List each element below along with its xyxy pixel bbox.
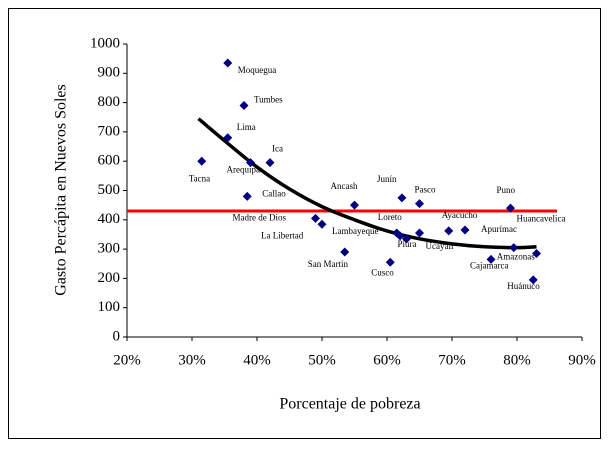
point-label: San Martín [308,259,349,269]
point-label: Cusco [371,267,394,277]
data-point [317,219,327,229]
y-tick-label: 600 [98,153,121,169]
data-point [402,234,411,244]
data-point [460,225,470,235]
data-point [532,248,541,258]
point-label: Lambayeque [332,226,378,236]
trend-line [197,117,537,250]
point-label: Loreto [378,212,402,222]
y-tick-label: 1000 [90,35,120,51]
data-point [246,158,255,168]
x-tick-label: 70% [438,352,466,368]
data-point [444,226,454,236]
y-tick-label: 800 [98,94,121,110]
data-point [385,257,395,267]
y-axis-title: Gasto Percápita en Nuevos Soles [53,84,70,296]
point-label: Piura [398,239,417,249]
point-label: Ica [272,144,283,154]
x-tick-label: 40% [243,352,271,368]
data-point [242,191,252,201]
point-label: Pasco [415,185,436,195]
data-point [415,199,424,209]
point-label: Apurímac [481,224,517,234]
y-tick-label: 100 [98,299,121,315]
data-point [350,200,359,210]
x-tick-label: 80% [503,352,531,368]
data-point [528,275,538,285]
x-tick-label: 20% [113,352,141,368]
x-axis-title: Porcentaje de pobreza [279,396,420,413]
data-point [197,156,207,166]
data-point [239,101,249,111]
data-point [506,203,515,213]
point-label: Ucayali [426,241,454,251]
data-point [509,243,519,253]
data-point [415,228,424,238]
data-point [311,213,320,223]
point-label: Ancash [331,181,358,191]
y-tick-label: 300 [98,241,121,257]
data-point [486,254,496,264]
data-point [223,58,233,68]
point-label: Huancavelica [517,214,566,224]
x-tick-label: 60% [373,352,401,368]
y-tick-label: 400 [98,211,121,227]
y-tick-label: 500 [98,182,121,198]
data-point [223,133,233,143]
data-point [340,247,350,257]
x-tick-label: 50% [308,352,336,368]
data-point [265,158,275,168]
point-label: Tacna [189,173,210,183]
chart-border [8,8,601,439]
y-tick-label: 200 [98,270,121,286]
point-label: Amazonas [497,252,535,262]
data-point [397,193,407,203]
point-label: Moquegua [238,65,277,75]
y-tick-label: 0 [113,328,121,344]
y-tick-label: 700 [98,123,121,139]
data-point [392,228,402,238]
point-label: Arequipa [227,165,261,175]
point-label: Madre de Dios [233,212,287,222]
point-label: Tumbes [254,95,283,105]
point-label: Puno [497,185,516,195]
point-label: Ayacucho [442,210,478,220]
x-tick-label: 90% [568,352,596,368]
point-label: Junín [377,174,397,184]
point-label: Huánuco [507,281,540,291]
y-tick-label: 900 [98,65,121,81]
point-label: Cajamarca [470,260,508,270]
point-label: Lima [237,122,256,132]
point-label: Callao [262,188,286,198]
x-tick-label: 30% [178,352,206,368]
point-label: La Libertad [261,230,304,240]
